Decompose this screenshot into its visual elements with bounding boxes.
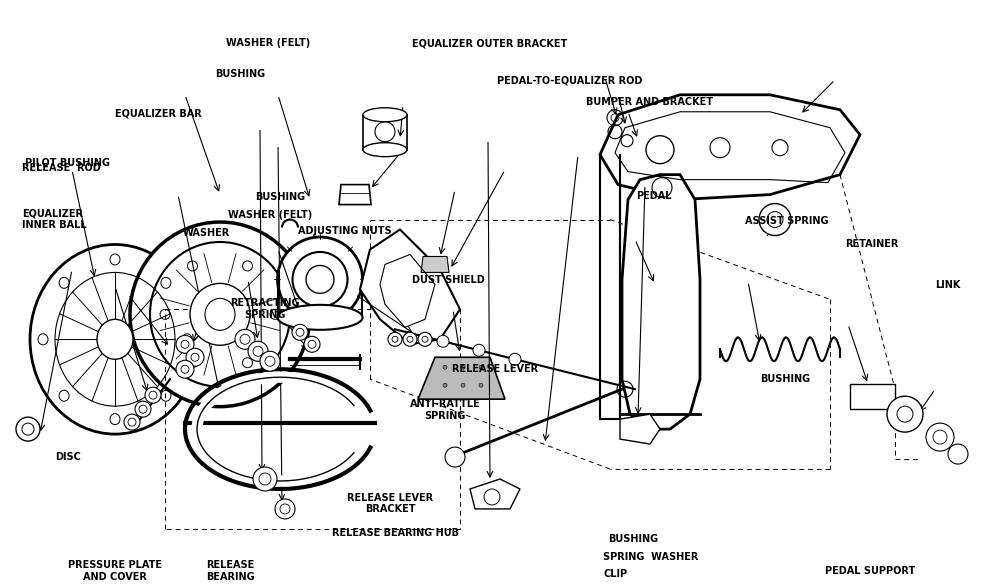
Ellipse shape — [443, 383, 447, 387]
Polygon shape — [421, 256, 449, 272]
Circle shape — [759, 203, 791, 236]
Ellipse shape — [479, 383, 483, 387]
Circle shape — [135, 401, 151, 417]
Text: BUSHING: BUSHING — [608, 534, 658, 544]
Polygon shape — [600, 155, 620, 419]
Ellipse shape — [443, 365, 447, 369]
Circle shape — [248, 341, 268, 361]
Text: LINK: LINK — [935, 280, 960, 290]
Ellipse shape — [130, 222, 310, 407]
Text: RELEASE  ROD: RELEASE ROD — [22, 163, 101, 173]
Polygon shape — [620, 414, 660, 444]
Circle shape — [186, 348, 204, 366]
Text: WASHER (FELT): WASHER (FELT) — [226, 38, 310, 48]
Circle shape — [176, 335, 194, 353]
Ellipse shape — [278, 305, 362, 330]
Text: BUMPER AND BRACKET: BUMPER AND BRACKET — [586, 97, 714, 107]
Text: PEDAL-TO-EQUALIZER ROD: PEDAL-TO-EQUALIZER ROD — [497, 75, 643, 85]
Text: BUSHING: BUSHING — [215, 69, 265, 79]
Text: ANTI-RATTLE
SPRING: ANTI-RATTLE SPRING — [410, 399, 480, 420]
Text: RETRACTING
SPRING: RETRACTING SPRING — [230, 298, 300, 320]
Circle shape — [403, 332, 417, 346]
Ellipse shape — [30, 245, 200, 434]
Circle shape — [292, 325, 308, 340]
Polygon shape — [470, 479, 520, 509]
Circle shape — [445, 447, 465, 467]
Text: ADJUSTING NUTS: ADJUSTING NUTS — [298, 226, 392, 236]
Text: RELEASE LEVER
BRACKET: RELEASE LEVER BRACKET — [347, 493, 433, 514]
Text: WASHER: WASHER — [183, 228, 230, 238]
Text: RETAINER: RETAINER — [845, 239, 898, 249]
Ellipse shape — [461, 383, 465, 387]
Circle shape — [887, 396, 923, 432]
Text: SPRING  WASHER: SPRING WASHER — [603, 552, 698, 562]
Circle shape — [304, 336, 320, 352]
Text: EQUALIZER
INNER BALL: EQUALIZER INNER BALL — [22, 208, 87, 230]
Polygon shape — [622, 175, 700, 429]
Ellipse shape — [205, 298, 235, 330]
Circle shape — [260, 351, 280, 371]
Text: ASSIST SPRING: ASSIST SPRING — [745, 216, 828, 226]
Text: PEDAL SUPPORT: PEDAL SUPPORT — [825, 566, 915, 576]
Circle shape — [176, 360, 194, 378]
Circle shape — [509, 353, 521, 365]
Ellipse shape — [97, 319, 133, 359]
Circle shape — [253, 467, 277, 491]
Text: DUST SHIELD: DUST SHIELD — [412, 275, 484, 285]
Text: RELEASE BEARING HUB: RELEASE BEARING HUB — [332, 528, 458, 538]
Circle shape — [926, 423, 954, 451]
Circle shape — [646, 136, 674, 163]
Polygon shape — [339, 185, 371, 205]
Ellipse shape — [363, 108, 407, 122]
Circle shape — [124, 414, 140, 430]
Polygon shape — [418, 358, 505, 399]
Circle shape — [275, 499, 295, 519]
Circle shape — [437, 335, 449, 348]
Text: EQUALIZER OUTER BRACKET: EQUALIZER OUTER BRACKET — [412, 38, 568, 48]
Circle shape — [418, 332, 432, 346]
Text: RELEASE LEVER: RELEASE LEVER — [452, 364, 538, 374]
Ellipse shape — [278, 237, 362, 322]
Ellipse shape — [190, 283, 250, 345]
Ellipse shape — [461, 365, 465, 369]
Polygon shape — [363, 115, 407, 150]
Text: PRESSURE PLATE
AND COVER: PRESSURE PLATE AND COVER — [68, 560, 162, 582]
Circle shape — [388, 332, 402, 346]
Text: PILOT BUSHING: PILOT BUSHING — [25, 158, 110, 168]
Ellipse shape — [479, 365, 483, 369]
Text: CLIP: CLIP — [603, 569, 627, 579]
Circle shape — [473, 345, 485, 356]
Text: BUSHING: BUSHING — [760, 375, 810, 385]
Circle shape — [145, 387, 161, 403]
Polygon shape — [600, 95, 860, 199]
Circle shape — [16, 417, 40, 441]
Ellipse shape — [292, 252, 348, 307]
Text: PEDAL: PEDAL — [636, 191, 672, 201]
Circle shape — [948, 444, 968, 464]
Circle shape — [235, 329, 255, 349]
Text: WASHER (FELT): WASHER (FELT) — [228, 210, 312, 220]
Ellipse shape — [306, 265, 334, 293]
Polygon shape — [850, 384, 895, 409]
Text: BUSHING: BUSHING — [255, 192, 305, 202]
Ellipse shape — [363, 143, 407, 156]
Text: EQUALIZER BAR: EQUALIZER BAR — [115, 109, 202, 119]
Text: RELEASE
BEARING: RELEASE BEARING — [206, 560, 254, 582]
Polygon shape — [360, 229, 460, 345]
Text: DISC: DISC — [55, 452, 81, 462]
